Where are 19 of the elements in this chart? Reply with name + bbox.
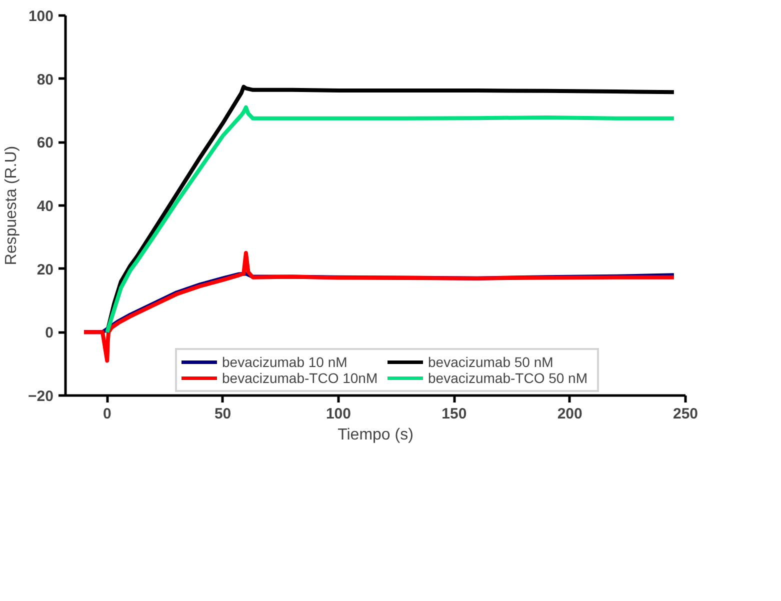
x-tick-label: 150 bbox=[442, 406, 467, 422]
y-tick-label: 80 bbox=[36, 71, 54, 88]
y-tick-label: 100 bbox=[28, 8, 54, 25]
x-axis-title: Tiempo (s) bbox=[338, 426, 414, 444]
legend-label: bevacizumab-TCO 10nM bbox=[222, 370, 379, 386]
x-tick-label: 200 bbox=[557, 406, 582, 422]
y-tick-label: −20 bbox=[28, 388, 54, 405]
legend-label: bevacizumab-TCO 50 nM bbox=[428, 370, 589, 386]
y-axis-title: Respuesta (R.U) bbox=[3, 146, 20, 266]
y-tick-label: 60 bbox=[36, 134, 54, 152]
x-tick-label: 100 bbox=[326, 406, 352, 422]
x-tick-label: 250 bbox=[672, 406, 698, 422]
y-tick-label: 0 bbox=[45, 324, 54, 342]
y-tick-label: 20 bbox=[36, 261, 54, 278]
y-tick-label: 40 bbox=[36, 198, 54, 215]
legend-label: bevacizumab 10 nM bbox=[222, 354, 348, 370]
x-tick-label: 0 bbox=[102, 406, 112, 422]
x-tick-label: 50 bbox=[214, 406, 232, 422]
legend-label: bevacizumab 50 nM bbox=[428, 354, 554, 370]
